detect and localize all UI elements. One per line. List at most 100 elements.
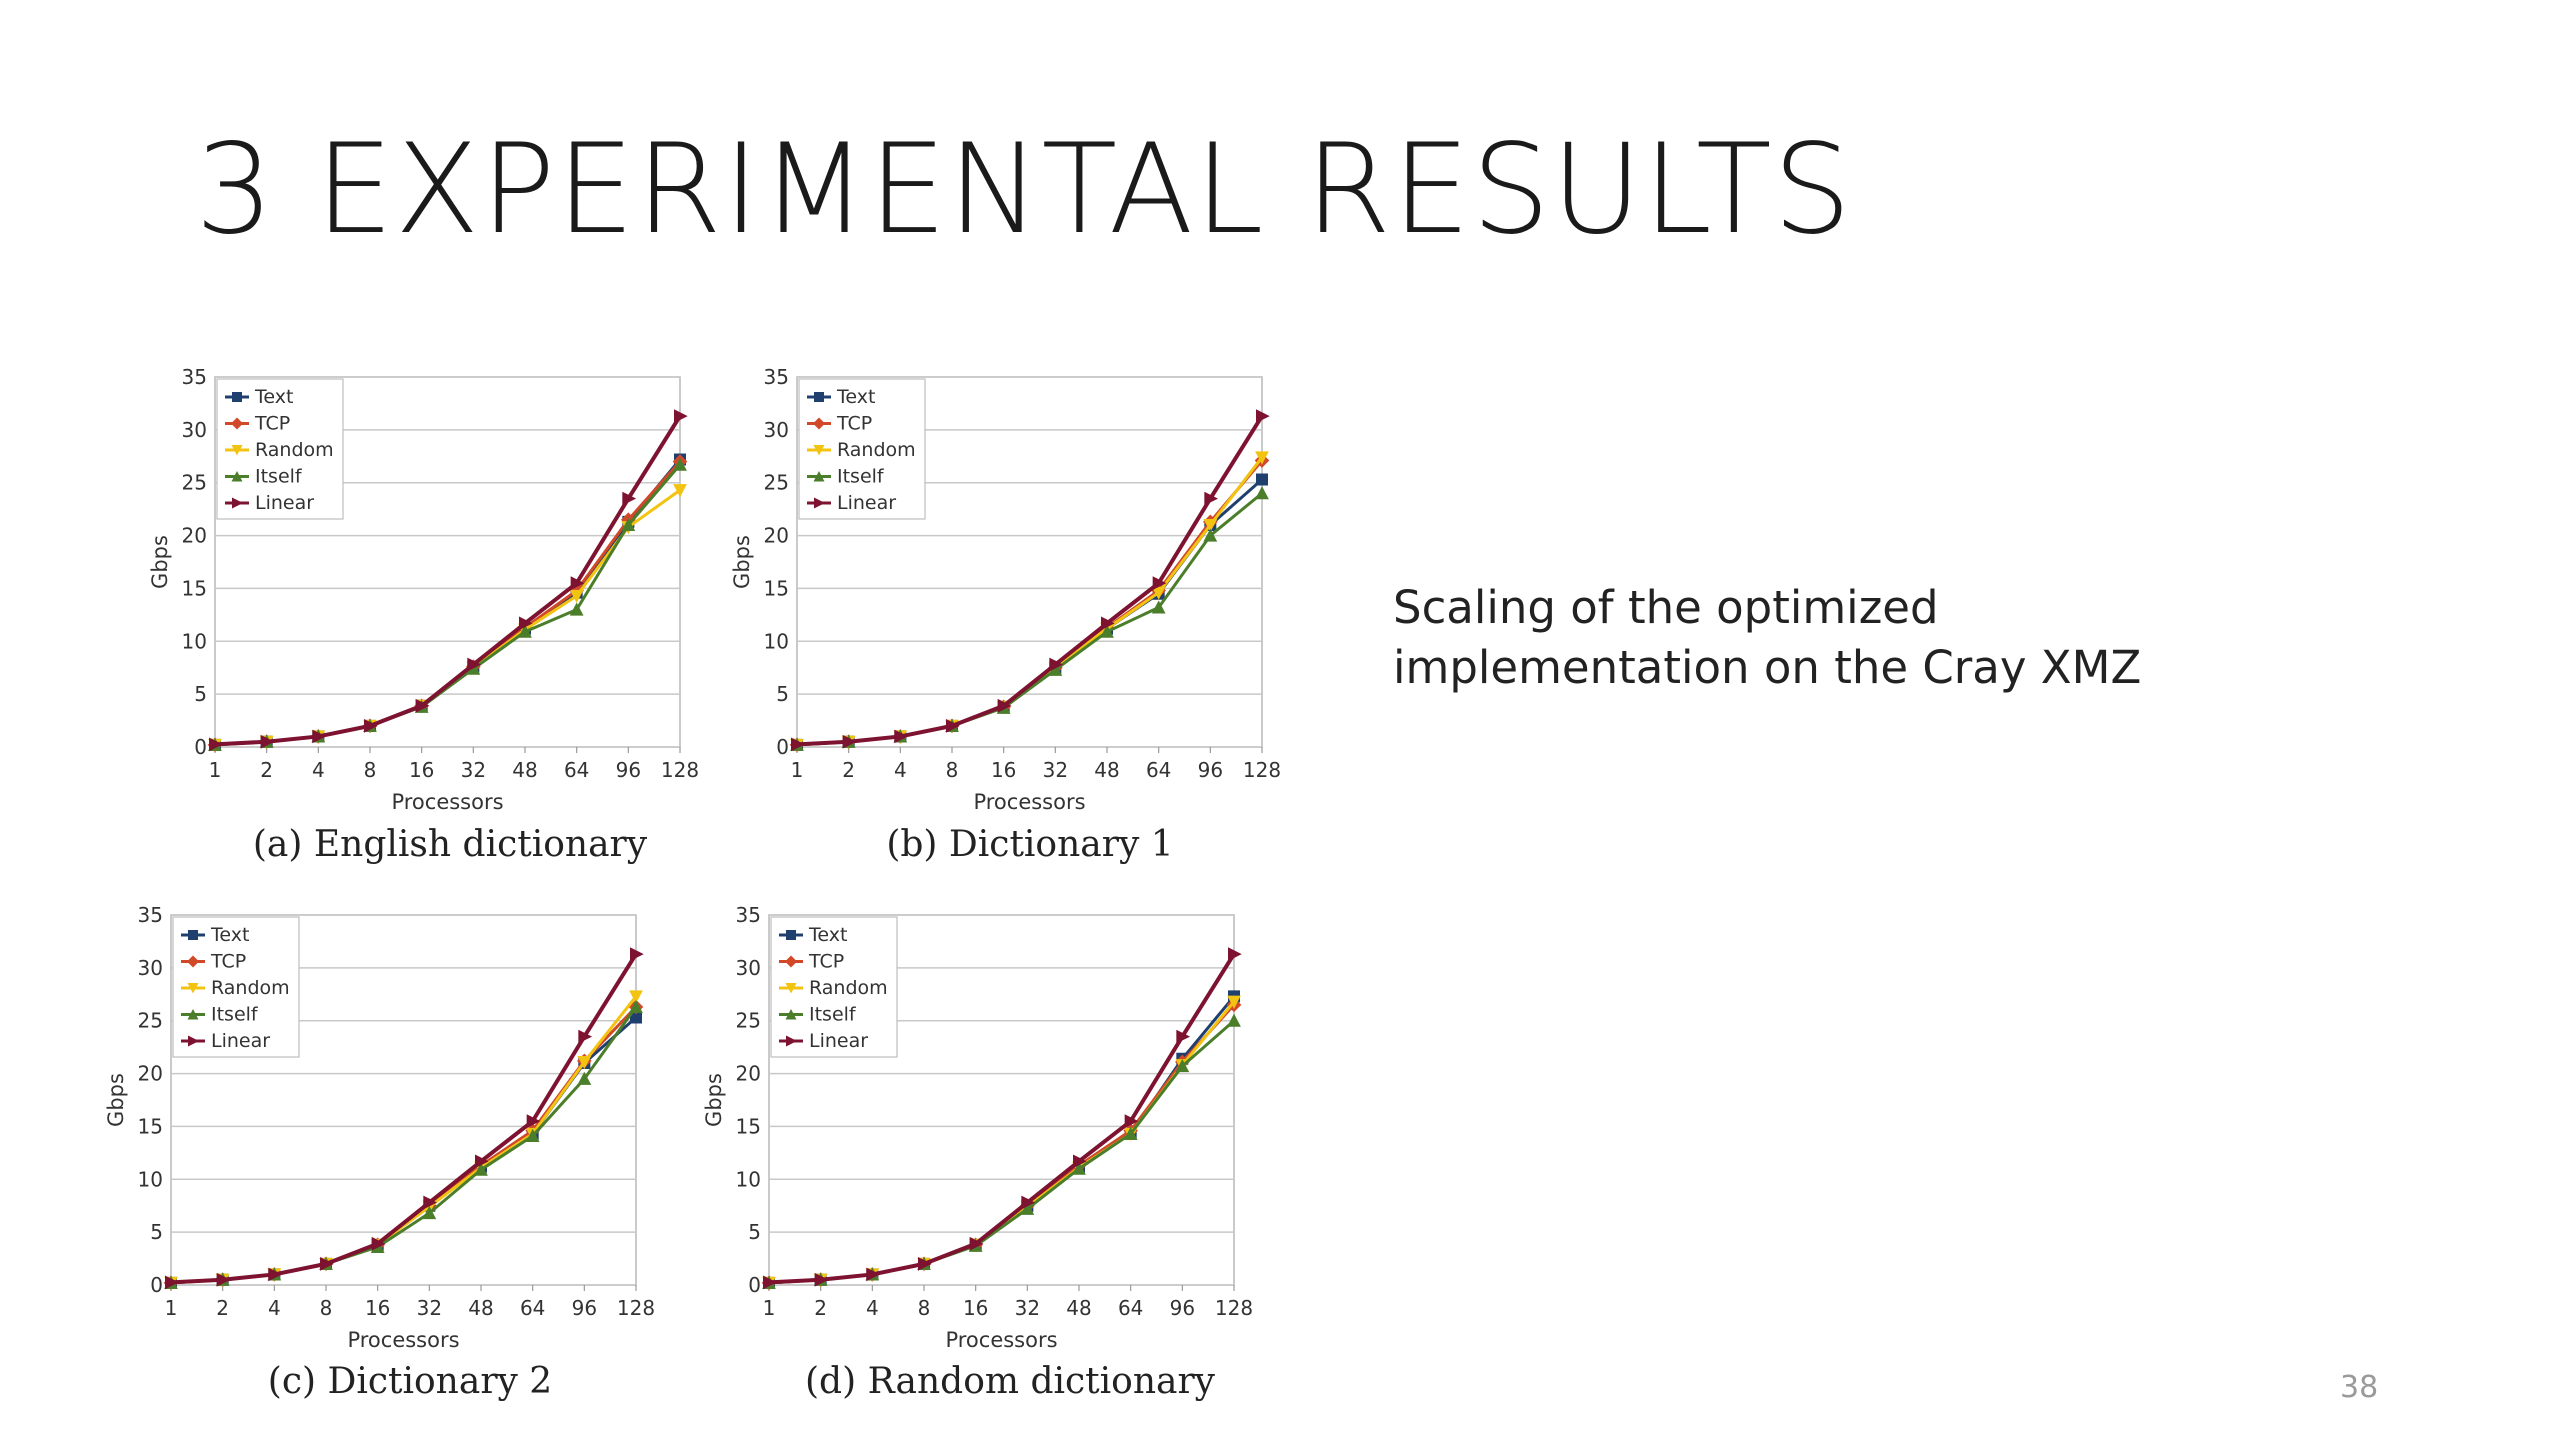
data-point-linear (268, 1267, 283, 1282)
data-point-linear (918, 1256, 932, 1271)
legend-entry-random: Random (837, 439, 916, 461)
data-point-itself (525, 1128, 540, 1142)
data-point-linear (814, 1272, 829, 1287)
legend-entry-text: Text (254, 386, 293, 408)
y-tick-label: 20 (736, 1062, 761, 1086)
data-point-linear (526, 1114, 541, 1129)
legend-marker (814, 497, 825, 509)
legend-marker (231, 471, 243, 482)
data-point-linear (894, 729, 909, 744)
y-tick-label: 35 (138, 903, 163, 927)
x-tick-label: 128 (1215, 1296, 1253, 1320)
data-point-linear (1021, 1195, 1036, 1210)
legend-marker (187, 1009, 199, 1020)
x-tick-label: 96 (572, 1296, 597, 1320)
y-tick-label: 10 (764, 629, 789, 653)
legend-entry-itself: Itself (211, 1004, 259, 1026)
x-tick-label: 16 (991, 758, 1016, 782)
x-tick-label: 2 (260, 758, 273, 782)
data-point-itself (629, 999, 643, 1013)
legend-marker (814, 392, 824, 402)
legend-entry-linear: Linear (211, 1030, 270, 1052)
data-point-itself (569, 602, 584, 616)
data-point-itself (1100, 624, 1114, 638)
legend-entry-itself: Itself (809, 1004, 857, 1026)
data-point-linear (791, 737, 805, 752)
x-tick-label: 2 (216, 1296, 229, 1320)
data-point-itself (1227, 1013, 1241, 1027)
chart-panel-dictionary-1: 0 5 10 15 20 25 30 35 1 2 4 8 16 32 48 64 96 128 Processor… (722, 355, 1292, 835)
data-point-linear (423, 1195, 438, 1210)
data-point-linear (1073, 1154, 1087, 1169)
x-tick-label: 4 (866, 1296, 879, 1320)
x-tick-label: 8 (364, 758, 377, 782)
data-point-linear (997, 698, 1012, 713)
y-tick-label: 5 (194, 682, 207, 706)
data-point-linear (165, 1275, 179, 1290)
legend-entry-text: Text (808, 924, 847, 946)
x-axis-label: Processors (945, 1328, 1057, 1352)
data-point-random (569, 589, 584, 603)
legend-entry-text: Text (210, 924, 249, 946)
x-tick-label: 32 (417, 1296, 442, 1320)
data-point-random (1255, 451, 1269, 465)
data-point-itself (577, 1071, 592, 1085)
x-tick-label: 4 (894, 758, 907, 782)
slide-body-text: Scaling of the optimized implementation … (1393, 578, 2293, 698)
data-point-itself (474, 1162, 488, 1176)
y-axis-label: Gbps (148, 535, 172, 589)
page-number: 38 (2340, 1370, 2379, 1405)
x-tick-label: 1 (791, 758, 804, 782)
legend-marker (188, 1035, 199, 1047)
legend-marker (786, 1035, 797, 1047)
y-tick-label: 5 (748, 1220, 761, 1244)
y-tick-label: 10 (138, 1167, 163, 1191)
data-point-linear (364, 718, 378, 733)
data-point-itself (1255, 486, 1269, 500)
y-tick-label: 15 (182, 576, 207, 600)
legend-marker (187, 983, 199, 994)
data-point-linear (842, 734, 857, 749)
y-tick-label: 30 (182, 418, 207, 442)
x-axis-label: Processors (347, 1328, 459, 1352)
data-point-linear (467, 657, 482, 672)
legend-entry-text: Text (836, 386, 875, 408)
data-point-linear (1101, 616, 1115, 631)
y-tick-label: 15 (736, 1114, 761, 1138)
chart-panel-english-dictionary: 0 5 10 15 20 25 30 35 1 2 4 8 16 32 48 64 96 128 Processor… (140, 355, 710, 835)
legend-marker (231, 445, 243, 456)
data-point-linear (630, 947, 644, 961)
legend-marker (188, 930, 198, 940)
y-tick-label: 25 (182, 471, 207, 495)
y-tick-label: 20 (182, 524, 207, 548)
data-point-itself (1072, 1161, 1086, 1175)
data-point-linear (622, 491, 637, 506)
legend-entry-linear: Linear (809, 1030, 868, 1052)
y-tick-label: 20 (138, 1062, 163, 1086)
data-point-linear (1049, 657, 1064, 672)
data-point-linear (763, 1275, 777, 1290)
y-tick-label: 35 (764, 365, 789, 389)
data-point-itself (1203, 528, 1218, 542)
legend-entry-random: Random (211, 977, 290, 999)
data-point-itself (621, 517, 636, 531)
x-tick-label: 48 (1094, 758, 1119, 782)
data-point-linear (570, 576, 585, 591)
data-point-linear (260, 734, 275, 749)
y-tick-label: 0 (776, 735, 789, 759)
x-tick-label: 128 (617, 1296, 655, 1320)
legend-marker (785, 955, 797, 968)
y-tick-label: 30 (138, 956, 163, 980)
y-axis-label: Gbps (104, 1073, 128, 1127)
data-point-itself (673, 457, 687, 471)
data-point-linear (1176, 1029, 1191, 1044)
x-tick-label: 32 (461, 758, 486, 782)
x-tick-label: 8 (946, 758, 959, 782)
chart-caption-c: (c) Dictionary 2 (267, 1361, 553, 1402)
chart-panel-random-dictionary: 0 5 10 15 20 25 30 35 1 2 4 8 16 32 48 64 96 128 Processor… (694, 893, 1264, 1373)
x-tick-label: 8 (320, 1296, 333, 1320)
